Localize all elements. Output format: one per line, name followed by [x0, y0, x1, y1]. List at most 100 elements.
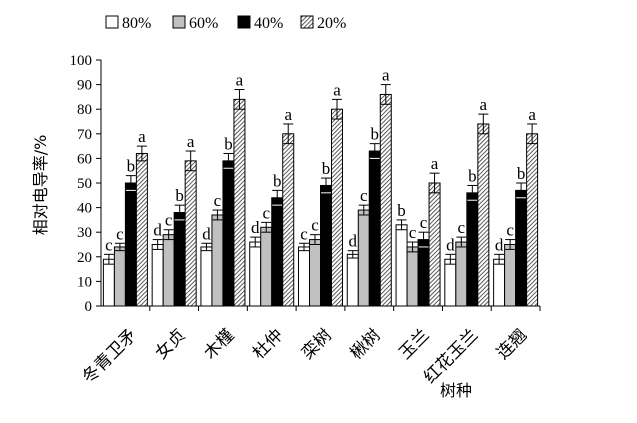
legend: 80% 60% 40% 20%: [105, 15, 346, 32]
bar: [233, 98, 246, 307]
y-tick-label: 10: [77, 274, 92, 290]
y-tick-label: 0: [85, 299, 93, 315]
x-tick-label: 杜仲: [249, 325, 287, 363]
bar: [504, 244, 517, 307]
x-tick-label: 冬青卫矛: [79, 325, 141, 387]
bar: [249, 241, 262, 307]
significance-label: a: [187, 132, 195, 151]
y-tick-label: 50: [77, 176, 92, 192]
significance-label: a: [284, 105, 292, 124]
bar: [428, 182, 441, 307]
bar: [395, 224, 408, 307]
significance-label: d: [349, 232, 358, 251]
significance-label: b: [397, 201, 406, 220]
y-tick-label: 70: [77, 127, 92, 143]
significance-label: b: [468, 166, 477, 185]
legend-swatch: [237, 15, 251, 29]
bar: [357, 209, 370, 307]
significance-label: d: [495, 235, 504, 254]
significance-label: c: [116, 224, 124, 243]
x-tick-label: 连翘: [493, 325, 531, 363]
significance-label: b: [127, 157, 136, 176]
bar: [173, 212, 186, 307]
significance-label: b: [224, 134, 233, 153]
significance-label: c: [165, 211, 173, 230]
bar: [102, 258, 115, 307]
significance-label: c: [420, 213, 428, 232]
bar: [368, 150, 381, 307]
bar: [466, 192, 479, 307]
bar: [417, 239, 430, 307]
y-tick-label: 20: [77, 250, 92, 266]
significance-label: b: [273, 171, 282, 190]
y-tick-label: 60: [77, 151, 92, 167]
significance-label: a: [138, 127, 146, 146]
significance-label: a: [333, 80, 341, 99]
significance-label: c: [409, 223, 417, 242]
y-tick-label: 90: [77, 78, 92, 94]
significance-label: c: [105, 235, 113, 254]
y-tick-label: 40: [77, 201, 92, 217]
bar: [515, 189, 528, 307]
bar: [379, 93, 392, 307]
bar: [455, 241, 468, 307]
legend-label: 60%: [189, 15, 218, 32]
bar: [162, 234, 175, 307]
x-axis-label: 树种: [440, 381, 472, 400]
bar: [282, 133, 295, 307]
y-tick-label: 30: [77, 225, 92, 241]
legend-label: 40%: [254, 15, 283, 32]
bar: [124, 182, 137, 307]
significance-label: c: [506, 221, 514, 240]
significance-label: a: [431, 154, 439, 173]
legend-swatch: [300, 15, 314, 29]
significance-label: c: [214, 191, 222, 210]
significance-label: a: [480, 95, 488, 114]
significance-label: b: [517, 164, 526, 183]
bar: [526, 133, 539, 307]
x-tick-label: 木槿: [200, 325, 238, 363]
x-tick-label: 栾树: [298, 325, 336, 363]
bar: [309, 239, 321, 307]
bar: [331, 108, 343, 307]
significance-label: d: [202, 224, 211, 243]
bar: [406, 246, 419, 307]
y-tick-label: 80: [77, 102, 92, 118]
bar: [271, 197, 284, 307]
bar: [135, 152, 148, 307]
y-tick-label: 100: [70, 53, 93, 69]
bar: [260, 226, 273, 307]
x-tick-label: 玉兰: [395, 325, 433, 363]
bar: [113, 246, 126, 307]
bar: [477, 123, 490, 307]
significance-label: d: [251, 218, 260, 237]
bar: [184, 160, 197, 307]
bar: [493, 258, 506, 307]
y-axis: 0 10 20 30 40 50 60 70 80 90 100: [70, 53, 102, 315]
bar: [211, 214, 224, 307]
significance-label: c: [458, 218, 466, 237]
legend-label: 20%: [317, 15, 346, 32]
bar: [320, 184, 332, 307]
x-tick-label: 红花玉兰: [420, 325, 482, 387]
significance-label: c: [262, 203, 270, 222]
legend-swatch: [105, 15, 119, 29]
significance-label: c: [311, 216, 319, 235]
significance-label: b: [322, 159, 331, 178]
bar: [444, 258, 457, 307]
legend-label: 80%: [122, 15, 151, 32]
significance-label: b: [371, 125, 380, 144]
x-tick-label: 楸树: [347, 325, 385, 363]
x-tick-label: 女贞: [152, 325, 190, 363]
y-axis-label: 相对电导率/%: [31, 135, 50, 236]
bar: [200, 246, 213, 307]
significance-label: a: [236, 71, 244, 90]
bar: [298, 246, 310, 307]
significance-label: c: [300, 224, 308, 243]
significance-label: d: [153, 221, 162, 240]
significance-label: a: [528, 105, 536, 124]
significance-label: a: [382, 66, 390, 85]
